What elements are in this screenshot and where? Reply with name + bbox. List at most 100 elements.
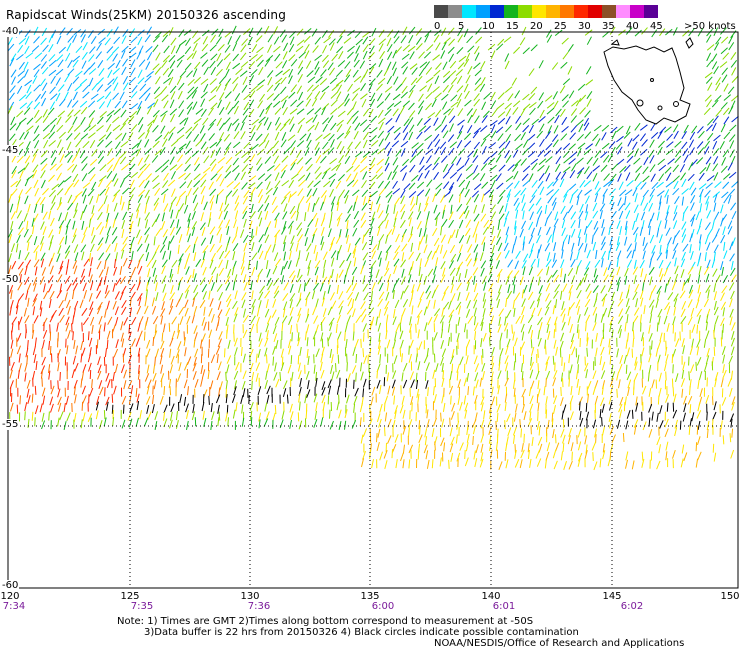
wind-vector (577, 428, 582, 438)
wind-vector (266, 394, 270, 404)
wind-vector (488, 283, 494, 292)
wind-vector (289, 293, 296, 302)
wind-vector (648, 149, 655, 158)
wind-vector (507, 259, 514, 268)
wind-vector (458, 235, 465, 244)
wind-vector (683, 124, 689, 134)
wind-vector (640, 148, 648, 156)
wind-vector (383, 67, 389, 77)
wind-vector (338, 155, 345, 164)
wind-vector (216, 371, 221, 381)
wind-vector (137, 100, 143, 110)
wind-vector (585, 66, 592, 75)
wind-vector (296, 203, 300, 213)
wind-vector (250, 132, 256, 141)
wind-vector (203, 306, 206, 316)
wind-vector (419, 156, 425, 165)
wind-vector (274, 285, 280, 295)
wind-vector (727, 220, 733, 230)
wind-vector (599, 356, 602, 366)
wind-vector (320, 353, 324, 363)
wind-vector (25, 141, 31, 150)
wind-vector (267, 70, 274, 78)
wind-vector (235, 402, 238, 412)
wind-vector (431, 289, 436, 299)
wind-vector (153, 98, 159, 108)
wind-vector (33, 63, 41, 71)
legend-label: 15 (506, 21, 519, 32)
wind-vector (288, 179, 295, 189)
wind-vector (423, 61, 431, 70)
wind-vector (304, 43, 310, 53)
wind-vector (664, 219, 668, 229)
wind-vector (183, 379, 188, 389)
wind-vector (121, 338, 125, 348)
wind-vector (258, 234, 264, 243)
wind-vector (170, 45, 176, 55)
wind-vector (162, 193, 166, 203)
wind-vector (362, 388, 365, 398)
wind-vector (48, 174, 55, 182)
wind-vector (440, 329, 444, 339)
wind-vector (99, 111, 107, 118)
wind-vector (274, 212, 280, 221)
wind-vector (569, 170, 576, 179)
wind-vector (705, 355, 710, 365)
wind-vector (34, 266, 38, 276)
wind-vector (450, 293, 456, 302)
wind-vector (106, 330, 111, 340)
wind-vector (635, 165, 642, 173)
wind-vector (137, 322, 141, 332)
wind-vector (664, 302, 670, 311)
wind-vector (152, 44, 159, 53)
wind-vector (576, 119, 584, 126)
wind-vector (315, 377, 318, 387)
wind-vector (619, 166, 627, 173)
wind-vector (625, 125, 631, 135)
wind-vector (577, 83, 586, 91)
wind-vector (265, 260, 269, 270)
wind-vector (457, 62, 465, 70)
wind-vector (504, 86, 513, 93)
wind-vector (151, 297, 155, 307)
wind-vector (128, 46, 137, 54)
wind-vector (257, 100, 264, 109)
wind-vector (449, 427, 453, 437)
wind-vector (137, 347, 141, 357)
wind-vector (423, 202, 429, 212)
wind-vector (472, 130, 479, 139)
wind-vector (96, 125, 104, 132)
wind-vector (681, 251, 686, 261)
wind-vector (607, 154, 614, 163)
wind-vector (10, 211, 16, 220)
wind-vector (264, 202, 270, 212)
wind-vector (41, 387, 46, 397)
wind-vector (88, 362, 92, 372)
wind-vector (219, 233, 223, 244)
wind-vector (243, 218, 247, 228)
wind-vector (298, 179, 306, 187)
wind-vector (439, 315, 445, 324)
wind-vector (384, 108, 392, 117)
wind-vector (145, 46, 153, 53)
wind-vector (104, 37, 111, 46)
wind-vector (703, 266, 710, 275)
wind-vector (59, 236, 65, 246)
wind-vector (481, 236, 486, 246)
wind-vector (473, 46, 480, 55)
wind-vector (281, 99, 287, 109)
wind-vector (713, 66, 719, 75)
wind-vector (376, 433, 378, 443)
wind-vector (81, 268, 85, 278)
wind-vector (168, 54, 176, 63)
wind-vector (473, 450, 476, 460)
wind-vector (434, 139, 441, 148)
wind-vector (504, 355, 509, 364)
wind-vector (409, 63, 418, 70)
wind-vector (567, 267, 574, 277)
wind-vector (656, 436, 661, 446)
wind-vector (40, 236, 45, 245)
wind-vector (376, 413, 381, 423)
wind-vector (634, 193, 638, 203)
wind-vector (378, 138, 384, 147)
